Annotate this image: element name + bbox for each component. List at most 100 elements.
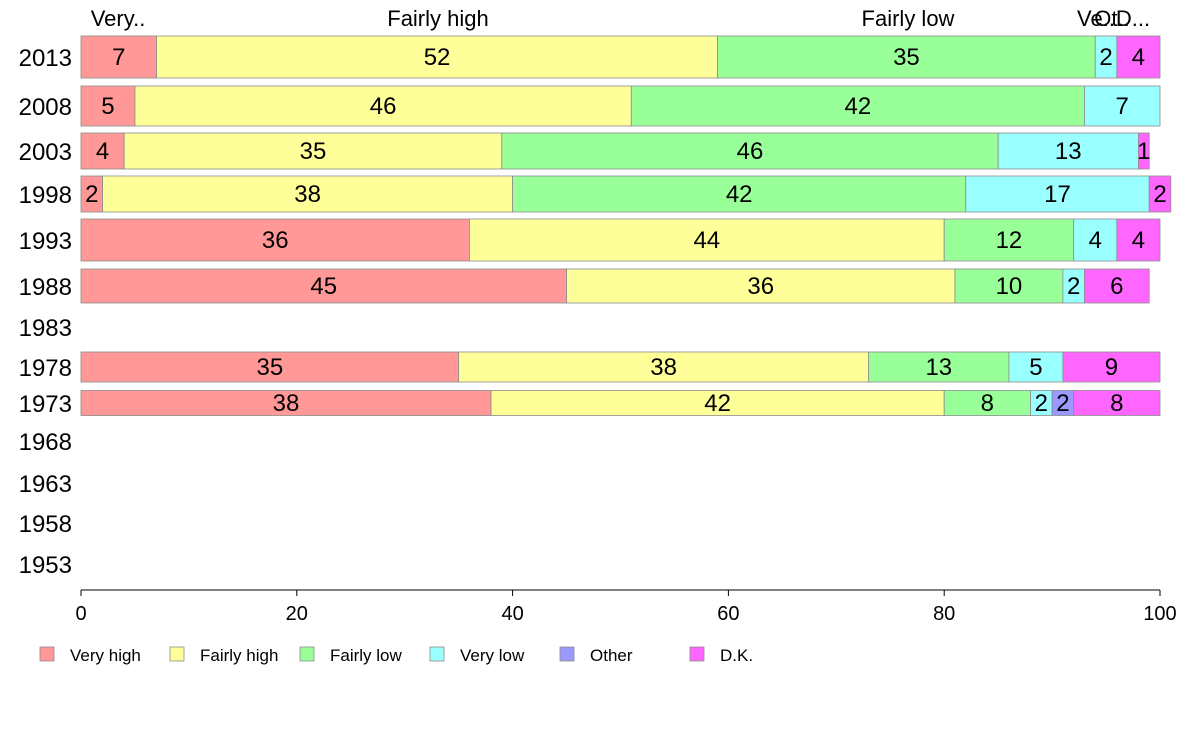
data-label: 4	[1132, 227, 1145, 254]
legend-label: Other	[590, 646, 633, 665]
data-label: 52	[424, 44, 451, 71]
data-label: 42	[704, 390, 731, 417]
bar-segment	[1116, 35, 1161, 79]
data-label: 2	[85, 181, 98, 208]
bar-segment	[1084, 85, 1161, 127]
top-label: Ve..	[1077, 6, 1115, 31]
bar-segment	[954, 268, 1064, 304]
year-label: 1953	[19, 552, 72, 579]
bar-segment	[490, 390, 945, 416]
bar-segment	[1148, 175, 1172, 213]
data-label: 1	[1137, 138, 1150, 165]
bar-segment	[134, 85, 632, 127]
year-label: 1993	[19, 228, 72, 255]
data-label: 9	[1105, 354, 1118, 381]
data-label: 46	[737, 138, 764, 165]
bar-segment	[1116, 218, 1161, 262]
bar-segment	[80, 268, 567, 304]
legend-label: Fairly low	[330, 646, 403, 665]
x-tick-label: 20	[286, 603, 308, 625]
bar-segment	[1073, 390, 1161, 416]
data-label: 36	[262, 227, 289, 254]
legend-swatch	[39, 646, 55, 662]
data-label: 36	[747, 273, 774, 300]
data-label: 13	[925, 354, 952, 381]
data-label: 8	[1110, 390, 1123, 417]
data-label: 38	[294, 181, 321, 208]
legend-label: Fairly high	[200, 646, 278, 665]
year-label: 1968	[19, 429, 72, 456]
data-label: 12	[996, 227, 1023, 254]
year-label: 1998	[19, 182, 72, 209]
year-label: 1978	[19, 355, 72, 382]
bar-segment	[566, 268, 956, 304]
bar-segment	[868, 351, 1010, 383]
data-label: 38	[650, 354, 677, 381]
data-label: 38	[273, 390, 300, 417]
legend-label: D.K.	[720, 646, 753, 665]
legend-swatch	[169, 646, 185, 662]
x-axis: 0 20 40 60 80 100	[75, 589, 1177, 625]
legend-label: Very high	[70, 646, 141, 665]
bar-segment	[1138, 132, 1150, 170]
data-label: 45	[310, 273, 337, 300]
year-label: 1988	[19, 274, 72, 301]
year-label: 1973	[19, 391, 72, 418]
data-label: 35	[300, 138, 327, 165]
data-label: 46	[370, 93, 397, 120]
year-label: 2008	[19, 94, 72, 121]
data-label: 7	[112, 44, 125, 71]
data-label: 2	[1067, 273, 1080, 300]
data-label: 35	[893, 44, 920, 71]
legend-swatch	[689, 646, 705, 662]
data-label: 2	[1056, 390, 1069, 417]
data-label: 5	[1029, 354, 1042, 381]
data-label: 4	[96, 138, 109, 165]
bar-segment	[1084, 268, 1150, 304]
data-label: 8	[981, 390, 994, 417]
bar-segment	[80, 390, 492, 416]
data-label: 5	[101, 93, 114, 120]
top-label: Very..	[91, 6, 146, 31]
year-label: 1983	[19, 315, 72, 342]
bar-segment	[80, 132, 125, 170]
data-label: 42	[726, 181, 753, 208]
legend-swatch	[429, 646, 445, 662]
bar-segment	[1008, 351, 1064, 383]
bar-segment	[965, 175, 1150, 213]
data-label: 4	[1089, 227, 1102, 254]
data-label: 35	[256, 354, 283, 381]
bar-segment	[80, 85, 136, 127]
bar-segment	[80, 35, 157, 79]
x-tick-label: 80	[933, 603, 955, 625]
data-label: 42	[845, 93, 872, 120]
data-label: 2	[1035, 390, 1048, 417]
data-label: 2	[1153, 181, 1166, 208]
top-label: Fairly high	[387, 6, 488, 31]
bar-segment	[943, 218, 1075, 262]
bar-segment	[943, 390, 1031, 416]
top-label: D...	[1116, 6, 1150, 31]
bar-segment	[512, 175, 967, 213]
legend-label: Very low	[460, 646, 525, 665]
x-tick-label: 60	[717, 603, 739, 625]
bar-segment	[80, 351, 460, 383]
year-label: 1963	[19, 471, 72, 498]
year-label: 2003	[19, 139, 72, 166]
data-label: 2	[1099, 44, 1112, 71]
x-tick-label: 0	[75, 603, 86, 625]
bar-segment	[80, 218, 470, 262]
bar-segment	[630, 85, 1085, 127]
top-category-labels: Very.. Fairly high Fairly low Ve..Ot..D...	[91, 6, 1150, 31]
data-label: 4	[1132, 44, 1145, 71]
legend-swatch	[559, 646, 575, 662]
bar-segment	[501, 132, 999, 170]
bar-segment	[102, 175, 513, 213]
data-label: 6	[1110, 273, 1123, 300]
legend-swatch	[299, 646, 315, 662]
data-label: 13	[1055, 138, 1082, 165]
x-tick-label: 100	[1143, 603, 1176, 625]
bar-segment	[469, 218, 945, 262]
